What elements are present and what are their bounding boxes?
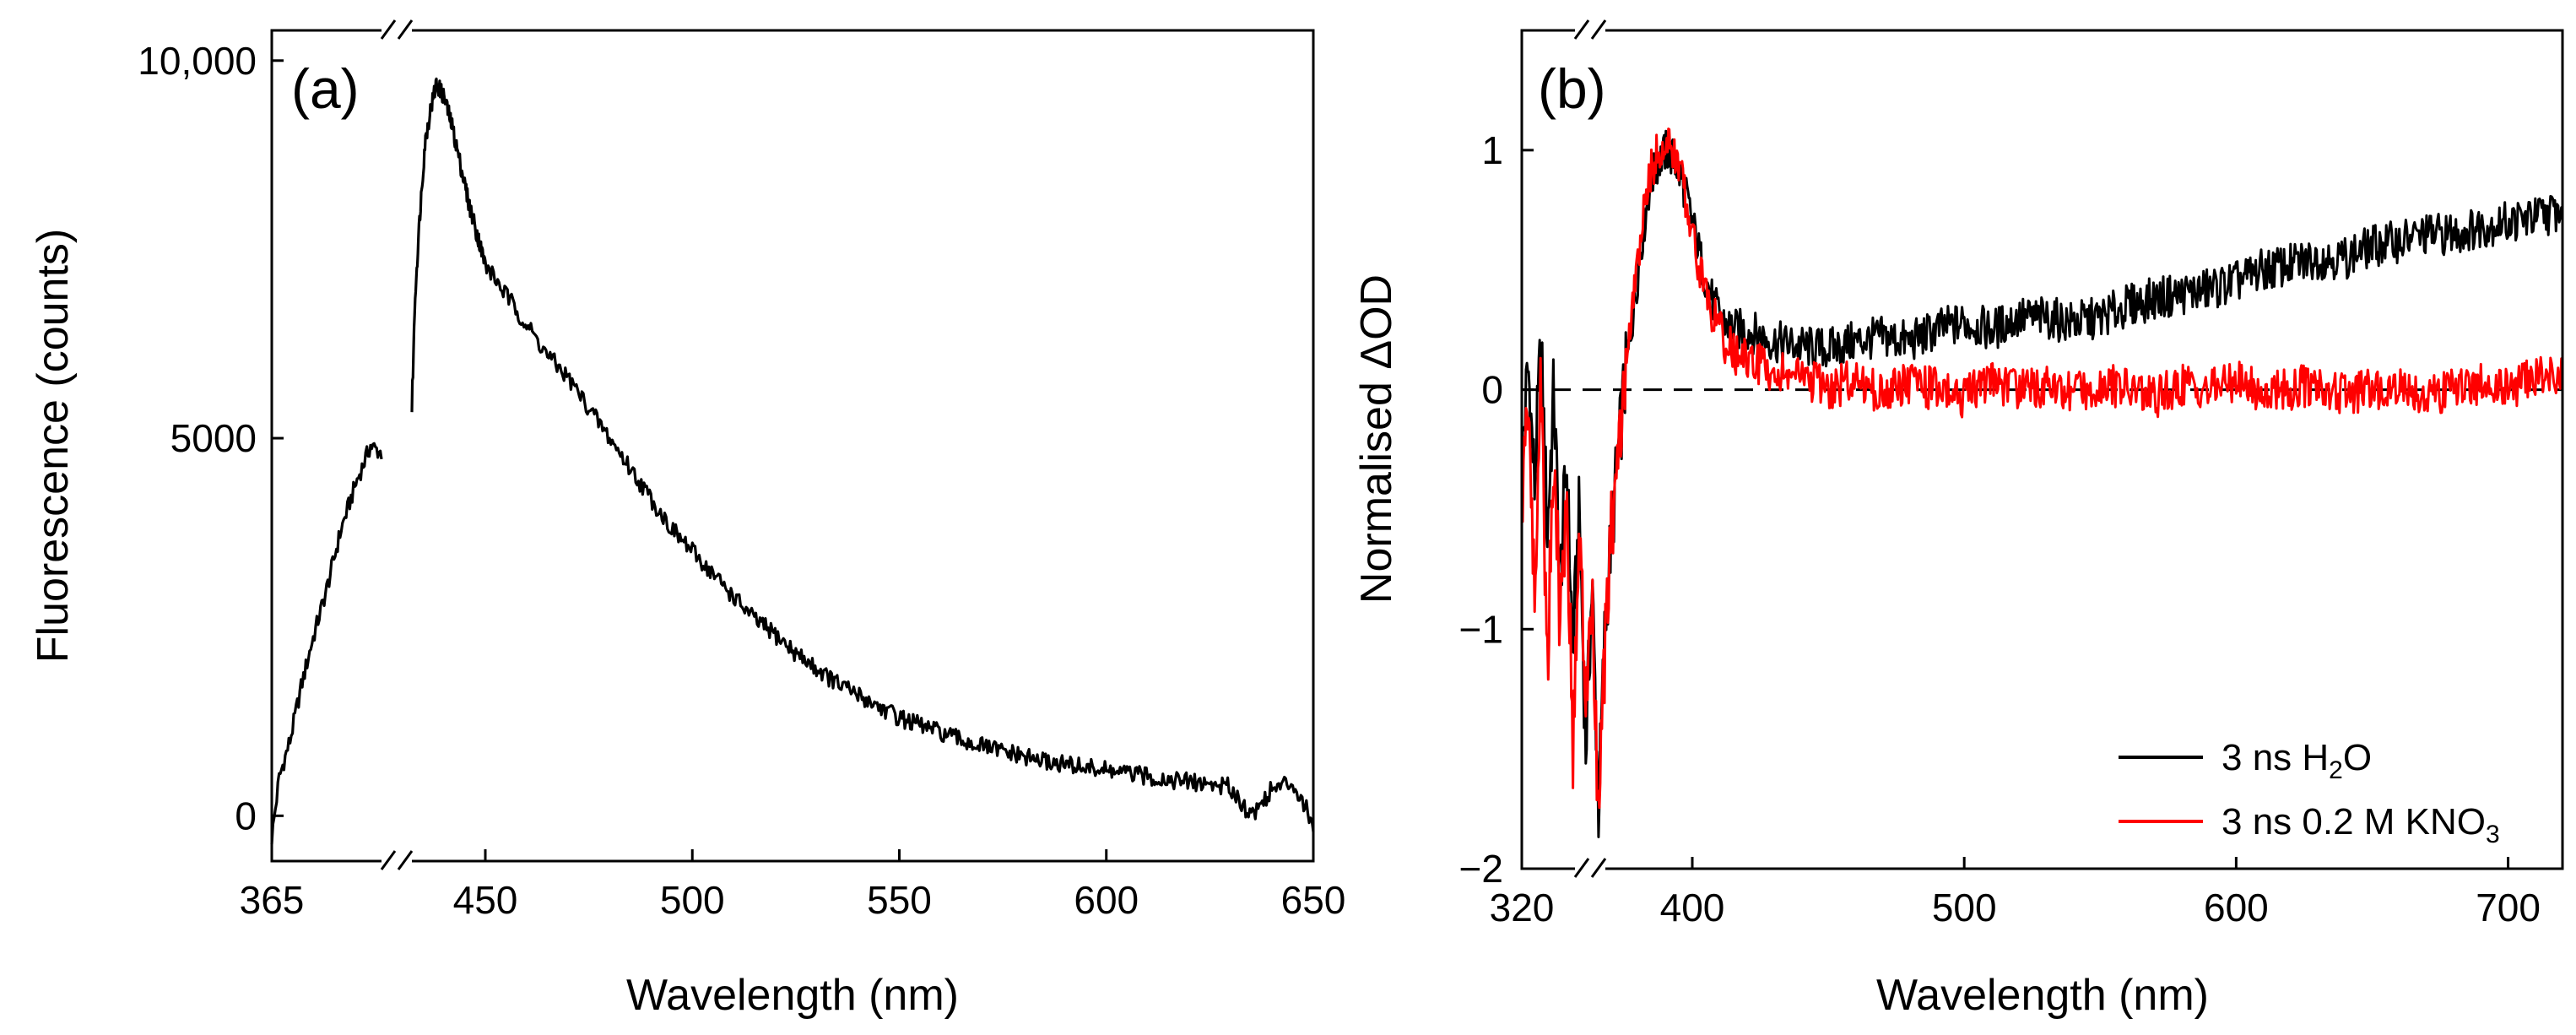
panel-a-ytick-label: 10,000 <box>138 39 257 83</box>
panel-b-ytick-label: 1 <box>1481 128 1503 172</box>
panel-b-axis-break-top <box>1573 19 1607 40</box>
panel-b-ylabel: Normalised ΔOD <box>1352 274 1401 604</box>
panel-b-h2o-line <box>1520 129 2564 838</box>
panel-a-fluorescence-line <box>270 442 383 845</box>
legend-h2o-text: 3 ns H <box>2222 737 2329 778</box>
panel-a-xlabel: Wavelength (nm) <box>626 971 959 1020</box>
panel-a-xtick-label: 600 <box>1074 878 1139 922</box>
legend-entry-kno3: 3 ns 0.2 M KNO3 <box>2119 801 2500 848</box>
panel-b-legend: 3 ns H2O 3 ns 0.2 M KNO3 <box>2119 737 2500 848</box>
panel-b-label: (b) <box>1538 57 1606 120</box>
panel-a-axis-break-top <box>380 19 414 40</box>
panel-a-xtick-label: 365 <box>240 878 305 922</box>
panel-a-xtick-label: 500 <box>660 878 725 922</box>
panel-a-fluorescence-line <box>410 77 1315 832</box>
panel-b-ytick-label: 0 <box>1481 368 1503 412</box>
panel-b-xlabel: Wavelength (nm) <box>1876 971 2209 1020</box>
panel-a-ylabel: Fluorescence (counts) <box>29 229 78 663</box>
panel-b-axis-break-bottom <box>1573 858 1607 878</box>
panel-a-ytick-label: 5000 <box>170 416 257 460</box>
panel-b-xtick-label: 600 <box>2204 886 2269 929</box>
panel-b-ytick-label: −1 <box>1459 607 1503 651</box>
legend-label-h2o: 3 ns H2O <box>2222 737 2372 784</box>
legend-h2o-suffix: O <box>2343 737 2372 778</box>
panel-b: (b) 320 400 500 600 700 −2 −1 0 1 Wavelength (nm… <box>1352 19 2564 1020</box>
panel-a-series <box>270 77 1315 845</box>
panel-b-ytick-label: −2 <box>1459 847 1503 891</box>
legend-h2o-sub: 2 <box>2329 756 2343 784</box>
panel-a-ticks: 365 450 500 550 600 650 0 5000 10,000 <box>138 39 1345 922</box>
panel-a: (a) 365 450 500 550 600 650 0 5000 10,000 Wavele… <box>29 19 1345 1020</box>
panel-a-xtick-label: 550 <box>867 878 932 922</box>
panel-a-xtick-label: 650 <box>1281 878 1346 922</box>
panel-b-xtick-label: 400 <box>1660 886 1725 929</box>
legend-kno3-text: 3 ns 0.2 M KNO <box>2222 801 2486 843</box>
panel-a-label: (a) <box>291 57 360 120</box>
panel-b-frame <box>1520 29 2564 870</box>
legend-label-kno3: 3 ns 0.2 M KNO3 <box>2222 801 2500 848</box>
panel-b-kno3-line <box>1520 127 2564 810</box>
legend-kno3-sub: 3 <box>2486 821 2500 848</box>
panel-a-xtick-label: 450 <box>453 878 518 922</box>
panel-b-xtick-label: 700 <box>2476 886 2541 929</box>
legend-entry-h2o: 3 ns H2O <box>2119 737 2372 784</box>
panel-a-frame <box>270 29 1315 863</box>
panel-b-series <box>1520 127 2564 838</box>
panel-b-xtick-label: 500 <box>1932 886 1997 929</box>
panel-b-xtick-label: 320 <box>1490 886 1555 929</box>
panel-b-ticks: 320 400 500 600 700 −2 −1 0 1 <box>1459 128 2541 929</box>
panel-a-ytick-label: 0 <box>235 794 257 837</box>
panel-a-axis-break-bottom <box>380 850 414 870</box>
